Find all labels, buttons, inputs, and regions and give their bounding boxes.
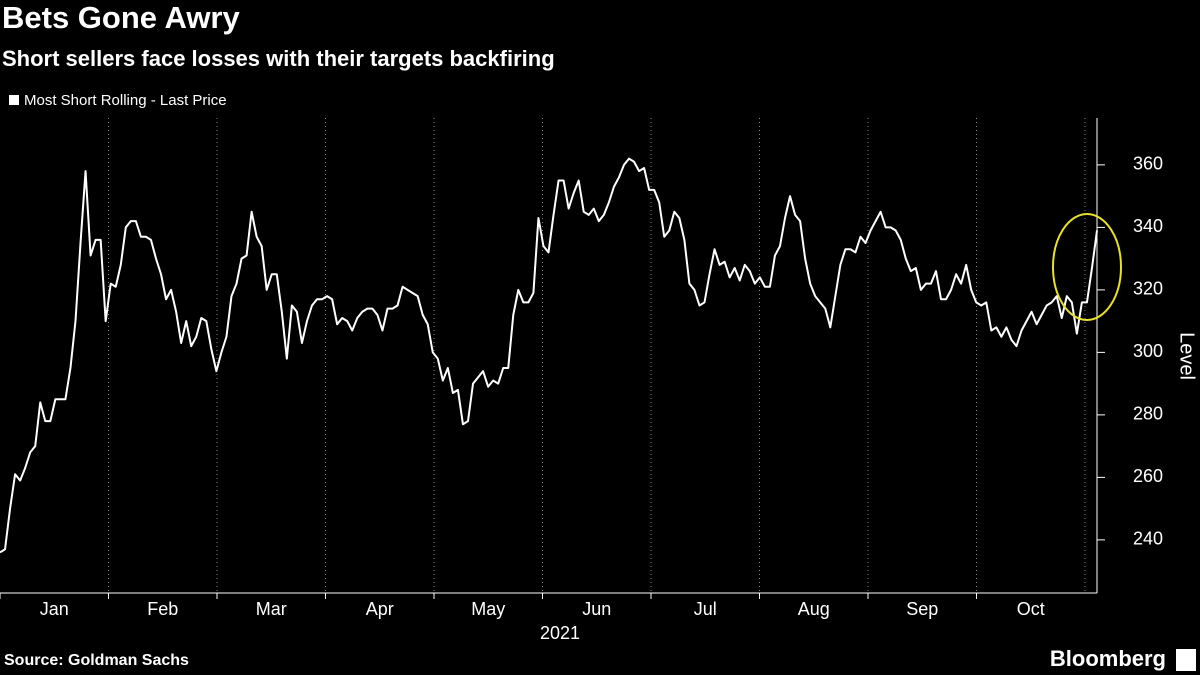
x-tick-label: Oct	[1017, 599, 1045, 619]
x-tick-label: Apr	[366, 599, 394, 619]
chart-subtitle: Short sellers face losses with their tar…	[2, 46, 555, 71]
line	[0, 157, 1098, 554]
x-tick-label: Mar	[256, 599, 287, 619]
brand: Bloomberg	[1050, 646, 1166, 671]
y-tick-label: 340	[1133, 216, 1163, 236]
y-tick-label: 320	[1133, 279, 1163, 299]
x-tick-label: Jul	[694, 599, 717, 619]
y-tick-label: 300	[1133, 341, 1163, 361]
y-tick-label: 360	[1133, 154, 1163, 174]
x-tick-label: Sep	[906, 599, 938, 619]
x-axis-label: 2021	[540, 623, 580, 643]
chart-title: Bets Gone Awry	[2, 0, 240, 35]
annotation-ellipse	[1052, 213, 1122, 321]
y-tick-label: 240	[1133, 529, 1163, 549]
source: Source: Goldman Sachs	[4, 652, 189, 669]
x-tick-label: Jan	[40, 599, 69, 619]
x-tick-label: Feb	[147, 599, 178, 619]
legend-swatch	[9, 95, 19, 105]
x-tick-label: Aug	[798, 599, 830, 619]
x-tick-label: Jun	[582, 599, 611, 619]
y-axis-label: Level	[1176, 332, 1198, 380]
brand-icon	[1176, 649, 1196, 671]
y-tick-label: 260	[1133, 466, 1163, 486]
y-tick-label: 280	[1133, 404, 1163, 424]
x-tick-label: May	[471, 599, 505, 619]
legend-label: Most Short Rolling - Last Price	[24, 92, 227, 109]
